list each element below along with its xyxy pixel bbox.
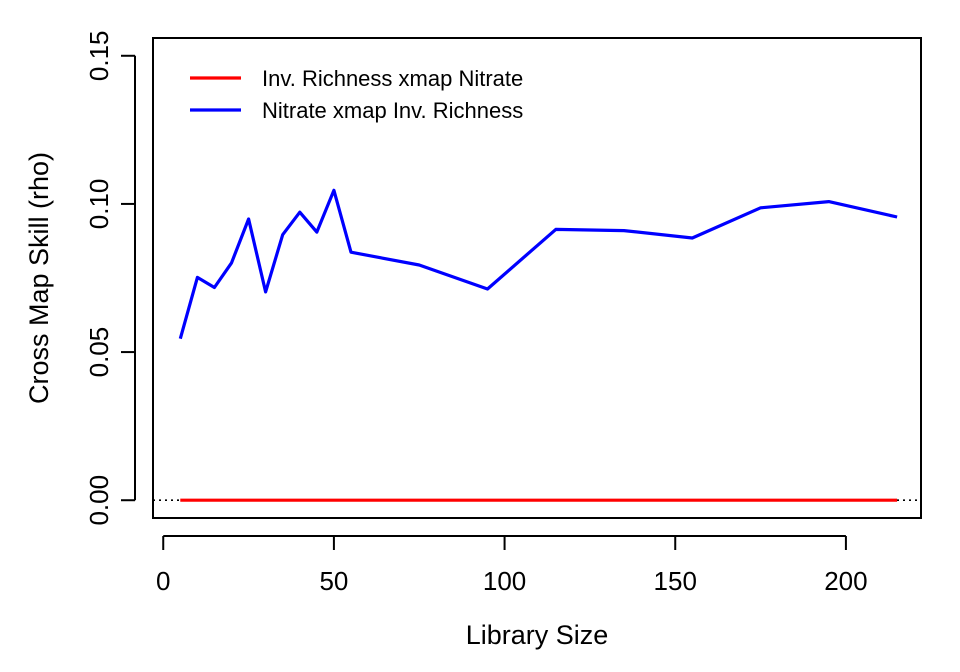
y-tick-label: 0.10 xyxy=(84,179,114,230)
y-tick-label: 0.15 xyxy=(84,30,114,81)
x-axis-title: Library Size xyxy=(466,620,609,650)
series-line-2 xyxy=(178,188,898,340)
x-axis: 0 50 100 150 200 xyxy=(156,535,868,596)
y-tick-label: 0.00 xyxy=(84,475,114,526)
x-tick-label: 100 xyxy=(483,566,526,596)
plot-marks xyxy=(153,188,921,502)
x-tick-label: 150 xyxy=(654,566,697,596)
y-axis: 0.00 0.05 0.10 0.15 xyxy=(84,30,136,526)
x-tick-label: 0 xyxy=(156,566,170,596)
x-tick-label: 200 xyxy=(824,566,867,596)
y-axis-title: Cross Map Skill (rho) xyxy=(24,152,54,404)
y-tick-label: 0.05 xyxy=(84,327,114,378)
x-tick-label: 50 xyxy=(319,566,348,596)
plot-frame xyxy=(152,37,922,519)
legend: Inv. Richness xmap Nitrate Nitrate xmap I… xyxy=(190,66,523,123)
legend-label: Nitrate xmap Inv. Richness xyxy=(262,98,523,123)
legend-label: Inv. Richness xmap Nitrate xyxy=(262,66,523,91)
